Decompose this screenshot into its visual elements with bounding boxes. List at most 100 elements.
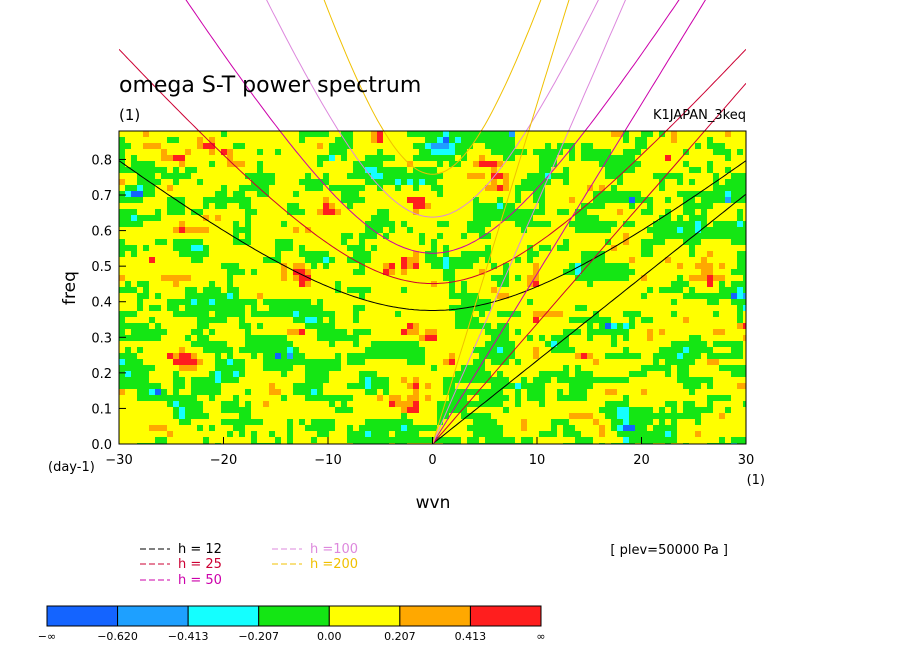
heatmap-cell	[257, 167, 264, 174]
heatmap-cell	[275, 323, 282, 330]
heatmap-cell	[197, 323, 204, 330]
heatmap-cell	[305, 215, 312, 222]
heatmap-cell	[167, 155, 174, 162]
heatmap-cell	[665, 209, 672, 216]
heatmap-cell	[347, 173, 354, 180]
heatmap-cell	[479, 323, 486, 330]
heatmap-cell	[689, 377, 696, 384]
heatmap-cell	[629, 401, 636, 408]
heatmap-cell	[359, 263, 366, 270]
heatmap-cell	[653, 275, 660, 282]
heatmap-cell	[131, 245, 138, 252]
heatmap-cell	[389, 209, 396, 216]
heatmap-cell	[617, 269, 624, 276]
heatmap-cell	[497, 395, 504, 402]
heatmap-cell	[575, 341, 582, 348]
heatmap-cell	[521, 215, 528, 222]
heatmap-cell	[125, 395, 132, 402]
heatmap-cell	[185, 263, 192, 270]
heatmap-cell	[485, 143, 492, 150]
heatmap-cell	[497, 293, 504, 300]
heatmap-cell	[443, 299, 450, 306]
heatmap-cell	[251, 275, 258, 282]
heatmap-cell	[467, 311, 474, 318]
heatmap-cell	[425, 383, 432, 390]
heatmap-cell	[209, 323, 216, 330]
heatmap-cell	[179, 359, 186, 366]
heatmap-cell	[293, 263, 300, 270]
heatmap-cell	[335, 257, 342, 264]
heatmap-cell	[515, 383, 522, 390]
heatmap-cell	[437, 197, 444, 204]
heatmap-cell	[131, 377, 138, 384]
heatmap-cell	[641, 185, 648, 192]
heatmap-cell	[503, 389, 510, 396]
heatmap-cell	[173, 359, 180, 366]
heatmap-cell	[203, 293, 210, 300]
heatmap-cell	[563, 239, 570, 246]
heatmap-cell	[527, 359, 534, 366]
heatmap-cell	[167, 329, 174, 336]
heatmap-cell	[173, 347, 180, 354]
heatmap-cell	[473, 323, 480, 330]
heatmap-cell	[719, 143, 726, 150]
heatmap-cell	[377, 329, 384, 336]
heatmap-cell	[575, 365, 582, 372]
heatmap-cell	[593, 149, 600, 156]
heatmap-cell	[227, 287, 234, 294]
heatmap-cell	[365, 185, 372, 192]
heatmap-cell	[617, 335, 624, 342]
heatmap-cell	[419, 179, 426, 186]
heatmap-cell	[731, 275, 738, 282]
heatmap-cell	[569, 365, 576, 372]
heatmap-cell	[719, 323, 726, 330]
heatmap-cell	[455, 143, 462, 150]
heatmap-cell	[587, 149, 594, 156]
heatmap-cell	[323, 155, 330, 162]
heatmap-cell	[383, 143, 390, 150]
heatmap-cell	[593, 203, 600, 210]
heatmap-cell	[161, 371, 168, 378]
heatmap-cell	[221, 365, 228, 372]
heatmap-cell	[563, 323, 570, 330]
heatmap-cell	[563, 395, 570, 402]
heatmap-cell	[575, 245, 582, 252]
heatmap-cell	[467, 281, 474, 288]
heatmap-cell	[347, 203, 354, 210]
heatmap-cell	[485, 299, 492, 306]
heatmap-cell	[215, 209, 222, 216]
heatmap-cell	[677, 137, 684, 144]
heatmap-cell	[671, 365, 678, 372]
heatmap-cell	[707, 383, 714, 390]
heatmap-cell	[737, 179, 744, 186]
heatmap-cell	[593, 251, 600, 258]
heatmap-cell	[239, 185, 246, 192]
heatmap-cell	[305, 341, 312, 348]
heatmap-cell	[155, 335, 162, 342]
heatmap-cell	[173, 407, 180, 414]
heatmap-cell	[269, 275, 276, 282]
heatmap-cell	[293, 209, 300, 216]
heatmap-cell	[347, 413, 354, 420]
heatmap-cell	[653, 179, 660, 186]
heatmap-cell	[503, 317, 510, 324]
heatmap-cell	[365, 317, 372, 324]
heatmap-cell	[707, 143, 714, 150]
heatmap-cell	[461, 359, 468, 366]
heatmap-cell	[527, 383, 534, 390]
heatmap-cell	[449, 215, 456, 222]
heatmap-cell	[719, 149, 726, 156]
heatmap-cell	[533, 161, 540, 168]
heatmap-cell	[695, 359, 702, 366]
heatmap-cell	[485, 203, 492, 210]
heatmap-cell	[695, 155, 702, 162]
heatmap-cell	[443, 239, 450, 246]
heatmap-cell	[719, 131, 726, 138]
heatmap-cell	[275, 269, 282, 276]
heatmap-cell	[149, 185, 156, 192]
heatmap-cell	[383, 197, 390, 204]
heatmap-cell	[263, 293, 270, 300]
heatmap-cell	[695, 161, 702, 168]
heatmap-cell	[149, 251, 156, 258]
heatmap-cell	[545, 323, 552, 330]
